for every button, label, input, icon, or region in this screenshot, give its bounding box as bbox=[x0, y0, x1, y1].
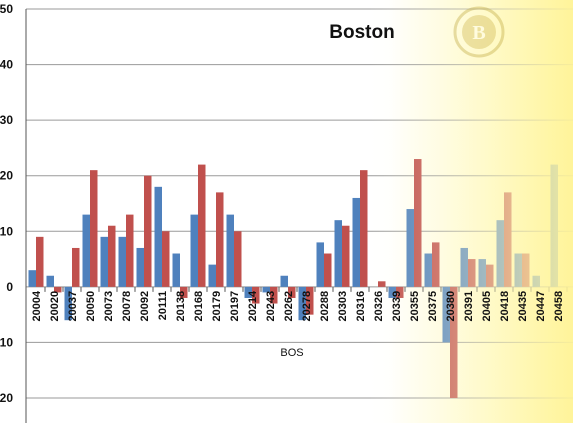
bar-s1-20303 bbox=[334, 220, 342, 287]
bar-s2-20168 bbox=[198, 164, 206, 287]
bar-s1-20078 bbox=[118, 236, 126, 287]
logo-inner-disc bbox=[462, 15, 496, 49]
bar-s2-20078 bbox=[126, 214, 134, 287]
bar-s2-20037 bbox=[72, 247, 80, 287]
x-tick-label-20138: 20138 bbox=[175, 291, 187, 322]
y-tick-label-7: 20 bbox=[0, 391, 13, 405]
x-tick-label-20037: 20037 bbox=[67, 291, 79, 322]
x-tick-label-20380: 20380 bbox=[445, 291, 457, 322]
x-tick-label-20418: 20418 bbox=[499, 291, 511, 322]
x-tick-label-20339: 20339 bbox=[391, 291, 403, 322]
bar-s2-20278 bbox=[306, 286, 314, 315]
x-tick-label-20458: 20458 bbox=[553, 291, 565, 322]
x-tick-label-20447: 20447 bbox=[535, 291, 547, 322]
bar-s1-20316 bbox=[352, 197, 360, 287]
x-tick-label-20316: 20316 bbox=[355, 291, 367, 322]
bar-s2-20111 bbox=[162, 231, 170, 287]
x-tick-label-20278: 20278 bbox=[301, 291, 313, 322]
bar-s2-20262 bbox=[288, 286, 296, 298]
bar-s1-20092 bbox=[136, 247, 144, 287]
bruins-logo-watermark: B bbox=[453, 6, 505, 58]
bar-s1-20197 bbox=[226, 214, 234, 287]
bar-s1-20073 bbox=[100, 236, 108, 287]
bar-s1-20243 bbox=[262, 286, 270, 293]
bar-s1-20168 bbox=[190, 214, 198, 287]
x-tick-label-20243: 20243 bbox=[265, 291, 277, 322]
bar-s1-20050 bbox=[82, 214, 90, 287]
chart-title: Boston bbox=[329, 22, 394, 43]
x-tick-label-20004: 20004 bbox=[31, 290, 43, 321]
y-tick-label-5: 0 bbox=[6, 280, 13, 294]
bar-s1-20138 bbox=[172, 253, 180, 287]
bar-s1-20262 bbox=[280, 275, 288, 287]
x-tick-label-20111: 20111 bbox=[157, 291, 169, 320]
bar-s2-20243 bbox=[270, 286, 278, 304]
x-tick-label-20020: 20020 bbox=[49, 291, 61, 322]
bar-s1-20004 bbox=[28, 270, 36, 287]
bar-s2-20197 bbox=[234, 231, 242, 287]
x-tick-label-20168: 20168 bbox=[193, 291, 205, 322]
x-tick-label-20435: 20435 bbox=[517, 291, 529, 322]
bar-s2-20316 bbox=[360, 170, 368, 287]
bar-s2-20288 bbox=[324, 253, 332, 287]
x-tick-label-20262: 20262 bbox=[283, 291, 295, 322]
x-tick-label-20355: 20355 bbox=[409, 291, 421, 322]
yellow-fade-overlay bbox=[370, 0, 573, 423]
x-tick-label-20050: 20050 bbox=[85, 291, 97, 322]
y-tick-label-0: 50 bbox=[0, 2, 13, 16]
bar-s1-20278 bbox=[298, 286, 306, 321]
bar-s2-20214 bbox=[252, 286, 260, 304]
x-tick-label-20326: 20326 bbox=[373, 291, 385, 322]
bar-s2-20303 bbox=[342, 225, 350, 287]
y-tick-label-6: 10 bbox=[0, 335, 13, 349]
x-tick-label-20092: 20092 bbox=[139, 291, 151, 322]
bar-s2-20092 bbox=[144, 175, 152, 287]
labels: 20004 20020 20037 20050 20073 20078 20092 20111… bbox=[31, 290, 565, 321]
bar-s2-20179 bbox=[216, 192, 224, 287]
y-tick-label-3: 20 bbox=[0, 169, 13, 183]
y-tick-label-2: 30 bbox=[0, 113, 13, 127]
x-tick-label-20391: 20391 bbox=[463, 291, 475, 322]
x-tick-label-20073: 20073 bbox=[103, 291, 115, 322]
x-tick-label-20288: 20288 bbox=[319, 291, 331, 322]
x-tick-label-20303: 20303 bbox=[337, 291, 349, 322]
bar-s1-20214 bbox=[244, 286, 252, 298]
bar-s1-20037 bbox=[64, 286, 72, 321]
logo-outer-ring bbox=[453, 6, 505, 58]
bar-s1-20288 bbox=[316, 242, 324, 287]
x-tick-label-20214: 20214 bbox=[247, 290, 259, 321]
x-tick-label-20405: 20405 bbox=[481, 291, 493, 322]
x-tick-label-20197: 20197 bbox=[229, 291, 241, 322]
bar-s2-20050 bbox=[90, 170, 98, 287]
bar-s1-20020 bbox=[46, 275, 54, 287]
y-tick-label-1: 40 bbox=[0, 58, 13, 72]
y-tick-label-4: 10 bbox=[0, 224, 13, 238]
bar-s2-20073 bbox=[108, 225, 116, 287]
bar-s1-20179 bbox=[208, 264, 216, 287]
bar-s2-20138 bbox=[180, 286, 188, 298]
x-tick-label-20375: 20375 bbox=[427, 291, 439, 322]
logo-letter: B bbox=[472, 22, 485, 44]
bar-s2-20020 bbox=[54, 286, 62, 293]
bar-s1-20111 bbox=[154, 186, 162, 287]
x-tick-label-20078: 20078 bbox=[121, 291, 133, 322]
bar-s2-20004 bbox=[36, 236, 44, 287]
x-tick-label-20179: 20179 bbox=[211, 291, 223, 322]
x-axis-title: BOS bbox=[280, 347, 303, 359]
